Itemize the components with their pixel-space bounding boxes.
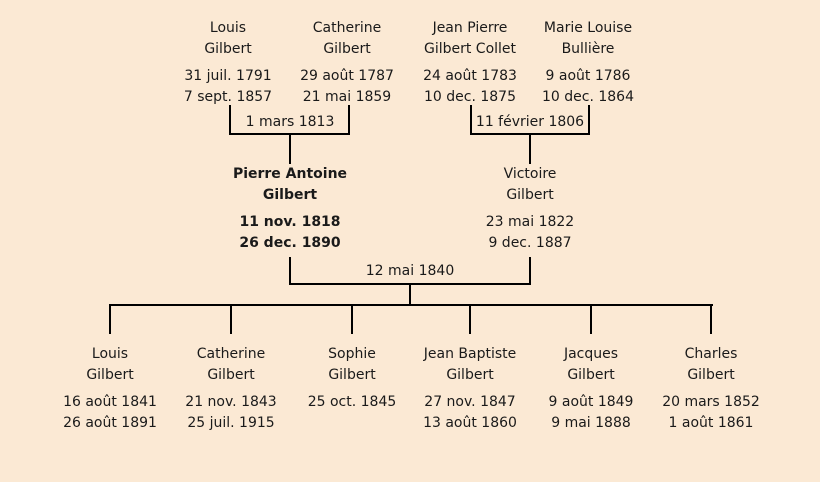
marriage1-bar [229, 133, 350, 135]
person-last-name: Gilbert [207, 367, 255, 383]
marriage2-bar [470, 133, 590, 135]
person-first-name: Pierre Antoine [232, 166, 348, 182]
marriage1-child-drop [289, 135, 291, 164]
bottom-edge [0, 482, 820, 485]
person-death-date: 10 dec. 1875 [424, 89, 516, 105]
person-birth-date: 31 juil. 1791 [184, 68, 272, 84]
person-last-name: Gilbert [687, 367, 735, 383]
person-death-date: 7 sept. 1857 [183, 89, 273, 105]
person-first-name: Catherine [196, 346, 266, 362]
person-death-date: 9 dec. 1887 [488, 235, 572, 251]
person-death-date: 10 dec. 1864 [542, 89, 634, 105]
person-last-name: Bullière [561, 41, 615, 57]
person-jean-pierre-gilbert-collet[interactable]: Jean Pierre Gilbert Collet 24 août 1783 … [404, 18, 536, 108]
person-first-name: Louis [209, 20, 247, 36]
person-birth-date: 24 août 1783 [423, 68, 517, 84]
person-first-name: Charles [684, 346, 738, 362]
marriage3-date-label: 12 mai 1840 [365, 263, 455, 279]
marriage2-child-drop [529, 135, 531, 164]
marriage1-right-drop [348, 105, 350, 135]
person-birth-date: 25 oct. 1845 [307, 394, 397, 410]
person-last-name: Gilbert [567, 367, 615, 383]
person-pierre-antoine-gilbert[interactable]: Pierre Antoine Gilbert 11 nov. 1818 26 d… [224, 164, 356, 254]
person-birth-date: 11 nov. 1818 [239, 214, 341, 230]
person-birth-date: 9 août 1849 [548, 394, 634, 410]
person-last-name: Gilbert Collet [423, 41, 517, 57]
person-last-name: Gilbert [262, 187, 318, 203]
person-birth-date: 9 août 1786 [545, 68, 631, 84]
person-death-date: 1 août 1861 [668, 415, 754, 431]
marriage3-left-drop [289, 257, 291, 285]
person-catherine-gilbert-1787[interactable]: Catherine Gilbert 29 août 1787 21 mai 18… [281, 18, 413, 108]
person-louis-gilbert-1791[interactable]: Louis Gilbert 31 juil. 1791 7 sept. 1857 [162, 18, 294, 108]
person-first-name: Jacques [563, 346, 619, 362]
person-death-date: 26 août 1891 [63, 415, 157, 431]
marriage3-child-drop [409, 285, 411, 306]
marriage1-left-drop [229, 105, 231, 135]
person-first-name: Sophie [328, 346, 376, 362]
person-first-name: Marie Louise [543, 20, 633, 36]
person-last-name: Gilbert [328, 367, 376, 383]
person-charles-gilbert[interactable]: Charles Gilbert 20 mars 1852 1 août 1861 [645, 344, 777, 434]
sibling-drop-4 [469, 304, 471, 334]
person-catherine-gilbert-1843[interactable]: Catherine Gilbert 21 nov. 1843 25 juil. … [165, 344, 297, 434]
person-first-name: Jean Baptiste [423, 346, 517, 362]
person-death-date: 21 mai 1859 [302, 89, 392, 105]
person-sophie-gilbert[interactable]: Sophie Gilbert 25 oct. 1845 [286, 344, 418, 413]
sibling-drop-5 [590, 304, 592, 334]
person-marie-louise-bulliere[interactable]: Marie Louise Bullière 9 août 1786 10 dec… [522, 18, 654, 108]
person-birth-date: 16 août 1841 [63, 394, 157, 410]
person-last-name: Gilbert [323, 41, 371, 57]
person-first-name: Jean Pierre [432, 20, 508, 36]
marriage2-right-drop [588, 105, 590, 135]
sibling-drop-2 [230, 304, 232, 334]
person-jean-baptiste-gilbert[interactable]: Jean Baptiste Gilbert 27 nov. 1847 13 ao… [404, 344, 536, 434]
person-last-name: Gilbert [506, 187, 554, 203]
person-birth-date: 27 nov. 1847 [424, 394, 516, 410]
person-birth-date: 21 nov. 1843 [185, 394, 277, 410]
sibling-drop-3 [351, 304, 353, 334]
person-first-name: Louis [91, 346, 129, 362]
marriage2-left-drop [470, 105, 472, 135]
marriage3-right-drop [529, 257, 531, 285]
person-death-date: 13 août 1860 [423, 415, 517, 431]
person-victoire-gilbert[interactable]: Victoire Gilbert 23 mai 1822 9 dec. 1887 [464, 164, 596, 254]
marriage2-date-label: 11 février 1806 [475, 114, 585, 130]
person-death-date: 9 mai 1888 [551, 415, 631, 431]
person-death-date: 26 dec. 1890 [239, 235, 341, 251]
person-birth-date: 23 mai 1822 [485, 214, 575, 230]
person-birth-date: 29 août 1787 [300, 68, 394, 84]
person-last-name: Gilbert [204, 41, 252, 57]
siblings-bar [109, 304, 713, 306]
person-death-date: 25 juil. 1915 [187, 415, 275, 431]
person-first-name: Catherine [312, 20, 382, 36]
sibling-drop-1 [109, 304, 111, 334]
person-first-name: Victoire [503, 166, 557, 182]
marriage3-bar [289, 283, 531, 285]
person-louis-gilbert-1841[interactable]: Louis Gilbert 16 août 1841 26 août 1891 [44, 344, 176, 434]
person-last-name: Gilbert [86, 367, 134, 383]
person-birth-date: 20 mars 1852 [662, 394, 760, 410]
sibling-drop-6 [710, 304, 712, 334]
marriage1-date-label: 1 mars 1813 [245, 114, 335, 130]
person-last-name: Gilbert [446, 367, 494, 383]
person-jacques-gilbert[interactable]: Jacques Gilbert 9 août 1849 9 mai 1888 [525, 344, 657, 434]
